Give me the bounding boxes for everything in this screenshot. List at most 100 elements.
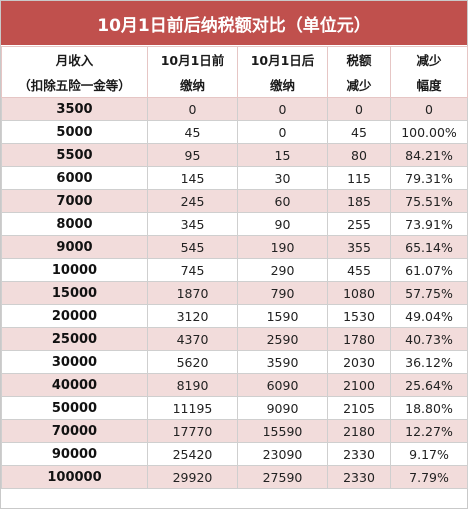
cell-rate: 100.00% [390, 120, 468, 144]
table-row: 9000 545 190 355 65.14% [1, 235, 468, 259]
cell-after: 0 [237, 97, 328, 121]
cell-before: 95 [147, 143, 238, 167]
cell-rate: 9.17% [390, 442, 468, 466]
cell-income: 50000 [1, 396, 148, 420]
cell-after: 30 [237, 166, 328, 190]
table-row: 15000 1870 790 1080 57.75% [1, 281, 468, 305]
cell-after: 290 [237, 258, 328, 282]
table-row: 50000 11195 9090 2105 18.80% [1, 396, 468, 420]
cell-after: 90 [237, 212, 328, 236]
cell-reduction: 115 [327, 166, 391, 190]
header-income: 月收入 [1, 46, 148, 72]
cell-after: 1590 [237, 304, 328, 328]
header-income-sub: （扣除五险一金等） [1, 72, 148, 98]
cell-income: 70000 [1, 419, 148, 443]
cell-after: 60 [237, 189, 328, 213]
cell-before: 245 [147, 189, 238, 213]
cell-income: 8000 [1, 212, 148, 236]
table-row: 20000 3120 1590 1530 49.04% [1, 304, 468, 328]
table-row: 5000 45 0 45 100.00% [1, 120, 468, 144]
cell-after: 15 [237, 143, 328, 167]
cell-rate: 49.04% [390, 304, 468, 328]
header-before-sub: 缴纳 [147, 72, 238, 98]
cell-before: 11195 [147, 396, 238, 420]
cell-income: 20000 [1, 304, 148, 328]
table-row: 30000 5620 3590 2030 36.12% [1, 350, 468, 374]
cell-rate: 61.07% [390, 258, 468, 282]
table-body: 3500 0 0 0 0 5000 45 0 45 100.00% 5500 95 15 80 84.21%… [1, 97, 468, 489]
header-rate-sub: 幅度 [390, 72, 468, 98]
cell-rate: 0 [390, 97, 468, 121]
cell-rate: 84.21% [390, 143, 468, 167]
cell-reduction: 1080 [327, 281, 391, 305]
cell-reduction: 1530 [327, 304, 391, 328]
cell-income: 40000 [1, 373, 148, 397]
tax-table: 月收入 10月1日前 10月1日后 税额 减少 （扣除五险一金等） 缴纳 缴纳 … [1, 46, 468, 489]
cell-after: 27590 [237, 465, 328, 489]
table-row: 25000 4370 2590 1780 40.73% [1, 327, 468, 351]
cell-before: 5620 [147, 350, 238, 374]
cell-income: 25000 [1, 327, 148, 351]
cell-rate: 57.75% [390, 281, 468, 305]
cell-reduction: 45 [327, 120, 391, 144]
cell-rate: 75.51% [390, 189, 468, 213]
table-row: 70000 17770 15590 2180 12.27% [1, 419, 468, 443]
cell-before: 3120 [147, 304, 238, 328]
cell-rate: 73.91% [390, 212, 468, 236]
cell-reduction: 355 [327, 235, 391, 259]
header-after-sub: 缴纳 [237, 72, 328, 98]
cell-before: 545 [147, 235, 238, 259]
cell-income: 7000 [1, 189, 148, 213]
cell-reduction: 2030 [327, 350, 391, 374]
cell-before: 45 [147, 120, 238, 144]
table-row: 10000 745 290 455 61.07% [1, 258, 468, 282]
cell-reduction: 2330 [327, 442, 391, 466]
cell-income: 10000 [1, 258, 148, 282]
table-row: 100000 29920 27590 2330 7.79% [1, 465, 468, 489]
cell-reduction: 2180 [327, 419, 391, 443]
cell-before: 145 [147, 166, 238, 190]
header-rate: 减少 [390, 46, 468, 72]
cell-before: 25420 [147, 442, 238, 466]
cell-income: 6000 [1, 166, 148, 190]
cell-reduction: 455 [327, 258, 391, 282]
cell-before: 8190 [147, 373, 238, 397]
table-row: 5500 95 15 80 84.21% [1, 143, 468, 167]
cell-income: 3500 [1, 97, 148, 121]
cell-rate: 25.64% [390, 373, 468, 397]
cell-after: 2590 [237, 327, 328, 351]
table-header: 月收入 10月1日前 10月1日后 税额 减少 （扣除五险一金等） 缴纳 缴纳 … [1, 46, 468, 98]
cell-rate: 36.12% [390, 350, 468, 374]
cell-reduction: 185 [327, 189, 391, 213]
cell-before: 4370 [147, 327, 238, 351]
cell-before: 345 [147, 212, 238, 236]
cell-income: 9000 [1, 235, 148, 259]
cell-after: 9090 [237, 396, 328, 420]
cell-after: 6090 [237, 373, 328, 397]
cell-reduction: 255 [327, 212, 391, 236]
cell-income: 15000 [1, 281, 148, 305]
table-row: 40000 8190 6090 2100 25.64% [1, 373, 468, 397]
cell-after: 190 [237, 235, 328, 259]
cell-before: 29920 [147, 465, 238, 489]
cell-before: 745 [147, 258, 238, 282]
cell-after: 0 [237, 120, 328, 144]
cell-rate: 40.73% [390, 327, 468, 351]
cell-before: 1870 [147, 281, 238, 305]
cell-after: 15590 [237, 419, 328, 443]
cell-reduction: 0 [327, 97, 391, 121]
cell-rate: 7.79% [390, 465, 468, 489]
table-row: 3500 0 0 0 0 [1, 97, 468, 121]
cell-reduction: 1780 [327, 327, 391, 351]
cell-rate: 65.14% [390, 235, 468, 259]
cell-rate: 18.80% [390, 396, 468, 420]
cell-income: 5500 [1, 143, 148, 167]
table-row: 8000 345 90 255 73.91% [1, 212, 468, 236]
table-row: 90000 25420 23090 2330 9.17% [1, 442, 468, 466]
table-title: 10月1日前后纳税额对比（单位元） [1, 1, 467, 46]
cell-before: 0 [147, 97, 238, 121]
header-reduction: 税额 [327, 46, 391, 72]
header-after: 10月1日后 [237, 46, 328, 72]
cell-income: 30000 [1, 350, 148, 374]
